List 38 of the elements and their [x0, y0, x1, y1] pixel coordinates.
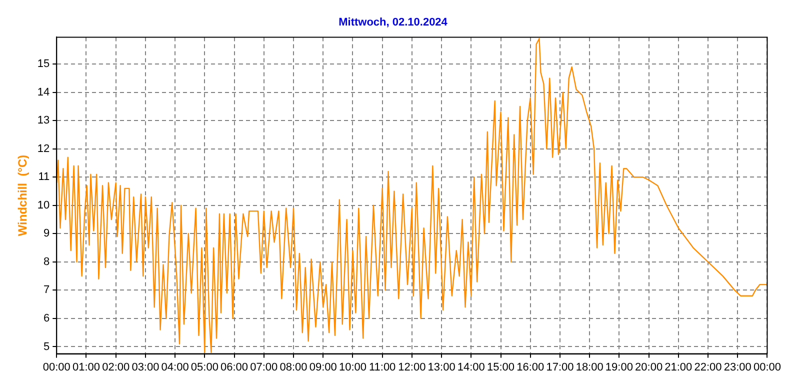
x-tick-label: 07:00 [250, 361, 278, 374]
x-tick-label: 04:00 [161, 361, 189, 374]
x-tick-label: 09:00 [309, 361, 337, 374]
y-axis-title: Windchill (°C) [16, 154, 30, 236]
x-tick-label: 22:00 [694, 361, 722, 374]
y-tick-label: 9 [44, 228, 50, 240]
y-tick-label: 10 [37, 199, 50, 212]
y-tick-label: 7 [44, 284, 50, 296]
x-tick-label: 12:00 [398, 361, 426, 374]
x-tick-label: 05:00 [190, 361, 218, 374]
x-tick-label: 03:00 [132, 361, 160, 374]
y-tick-label: 6 [44, 312, 50, 324]
x-tick-label: 00:00 [753, 361, 781, 374]
x-tick-label: 20:00 [635, 361, 663, 374]
y-tick-label: 11 [38, 171, 50, 184]
x-tick-label: 21:00 [664, 361, 692, 374]
x-tick-label: 08:00 [280, 361, 308, 374]
x-tick-label: 06:00 [220, 361, 248, 374]
chart-title: Mittwoch, 02.10.2024 [338, 16, 448, 29]
x-tick-label: 19:00 [605, 361, 633, 374]
x-tick-label: 14:00 [457, 361, 485, 374]
y-tick-label: 8 [44, 256, 50, 268]
x-tick-label: 10:00 [338, 361, 366, 374]
x-tick-label: 02:00 [102, 361, 130, 374]
y-tick-label: 15 [37, 58, 50, 70]
x-tick-label: 11:00 [368, 361, 396, 374]
y-tick-label: 13 [37, 114, 50, 127]
y-tick-label: 14 [37, 86, 50, 98]
y-tick-label: 12 [37, 142, 50, 155]
x-tick-label: 00:00 [42, 361, 70, 374]
y-tick-label: 5 [44, 340, 50, 353]
x-tick-label: 16:00 [516, 361, 544, 374]
x-tick-label: 01:00 [72, 361, 100, 374]
x-tick-label: 15:00 [486, 361, 515, 374]
x-tick-label: 17:00 [546, 361, 574, 374]
x-tick-label: 23:00 [724, 361, 752, 374]
x-tick-label: 13:00 [428, 361, 456, 374]
x-tick-label: 18:00 [576, 361, 604, 374]
